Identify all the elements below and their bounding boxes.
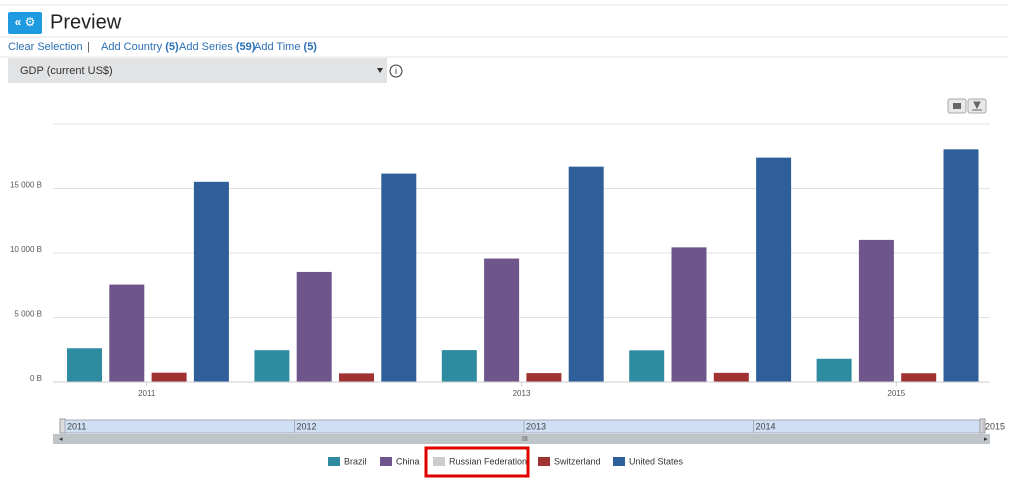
settings-button[interactable]	[8, 12, 42, 34]
scroll-left[interactable]: ◂	[59, 436, 63, 443]
add-time-label: Add Time	[254, 41, 300, 53]
bar	[568, 166, 604, 382]
navigator-label: 2012	[297, 421, 317, 431]
add-series-label: Add Series	[179, 41, 233, 53]
navigator-handle-left[interactable]	[59, 418, 66, 434]
dropdown-arrow	[377, 68, 383, 73]
info-glyph: i	[395, 66, 397, 76]
navigator-label: 2014	[756, 421, 776, 431]
legend-label[interactable]: Brazil	[344, 456, 367, 466]
add-series-count: (59)	[236, 41, 256, 53]
bar	[441, 350, 477, 382]
bar	[671, 247, 707, 382]
download-icon	[972, 101, 982, 111]
bar	[901, 373, 937, 382]
settings-icon: « ⚙	[15, 15, 36, 29]
scroll-right[interactable]: ▸	[984, 436, 988, 443]
bar	[713, 372, 749, 382]
navigator-label: 2015	[985, 421, 1005, 431]
add-country-label: Add Country	[101, 41, 163, 53]
legend-label[interactable]: Russian Federation	[449, 456, 527, 466]
dropdown-label: GDP (current US$)	[20, 65, 113, 77]
bar	[484, 258, 520, 382]
scrollbar[interactable]	[53, 434, 990, 444]
bar	[296, 271, 332, 382]
add-series-link[interactable]: Add Series (59)	[179, 41, 256, 53]
clear-selection-link[interactable]: Clear Selection	[8, 41, 83, 53]
bar	[526, 373, 562, 382]
bar	[858, 239, 894, 382]
x-tick-label: 2015	[887, 389, 905, 398]
add-time-link[interactable]: Add Time (5)	[254, 41, 317, 53]
legend-swatch[interactable]	[328, 457, 340, 466]
bar	[193, 181, 229, 382]
navigator[interactable]	[59, 419, 986, 434]
navigator-label: 2011	[67, 421, 86, 431]
separator: |	[87, 41, 90, 53]
x-tick-label: 2013	[513, 389, 531, 398]
navigator-label: 2013	[526, 421, 546, 431]
bar	[254, 350, 290, 382]
bar	[67, 348, 102, 382]
legend-swatch[interactable]	[380, 457, 392, 466]
add-time-count: (5)	[304, 41, 318, 53]
legend-swatch[interactable]	[538, 457, 550, 466]
bar	[629, 350, 665, 382]
y-tick-label: 5 000 B	[14, 310, 42, 319]
bar	[381, 173, 417, 382]
add-country-count: (5)	[165, 41, 179, 53]
y-tick-label: 15 000 B	[10, 181, 42, 190]
legend-swatch[interactable]	[433, 457, 445, 466]
bar	[109, 284, 145, 382]
bar	[816, 358, 852, 382]
y-tick-label: 10 000 B	[10, 245, 42, 254]
page-title: Preview	[50, 11, 122, 33]
bar	[943, 149, 979, 382]
scroll-grip: III	[522, 436, 528, 443]
print-icon	[953, 103, 961, 109]
x-tick-label: 2011	[138, 389, 156, 398]
info-icon[interactable]	[389, 64, 403, 78]
series-dropdown[interactable]	[8, 58, 387, 83]
legend-label[interactable]: Switzerland	[554, 456, 601, 466]
add-country-link[interactable]: Add Country (5)	[101, 41, 179, 53]
bar	[151, 372, 187, 382]
bar	[339, 373, 374, 382]
y-tick-label: 0 B	[30, 374, 42, 383]
bar	[756, 157, 792, 382]
legend-label[interactable]: United States	[629, 456, 684, 466]
legend-swatch[interactable]	[613, 457, 625, 466]
highlight-box	[424, 446, 530, 478]
legend-label[interactable]: China	[396, 456, 420, 466]
